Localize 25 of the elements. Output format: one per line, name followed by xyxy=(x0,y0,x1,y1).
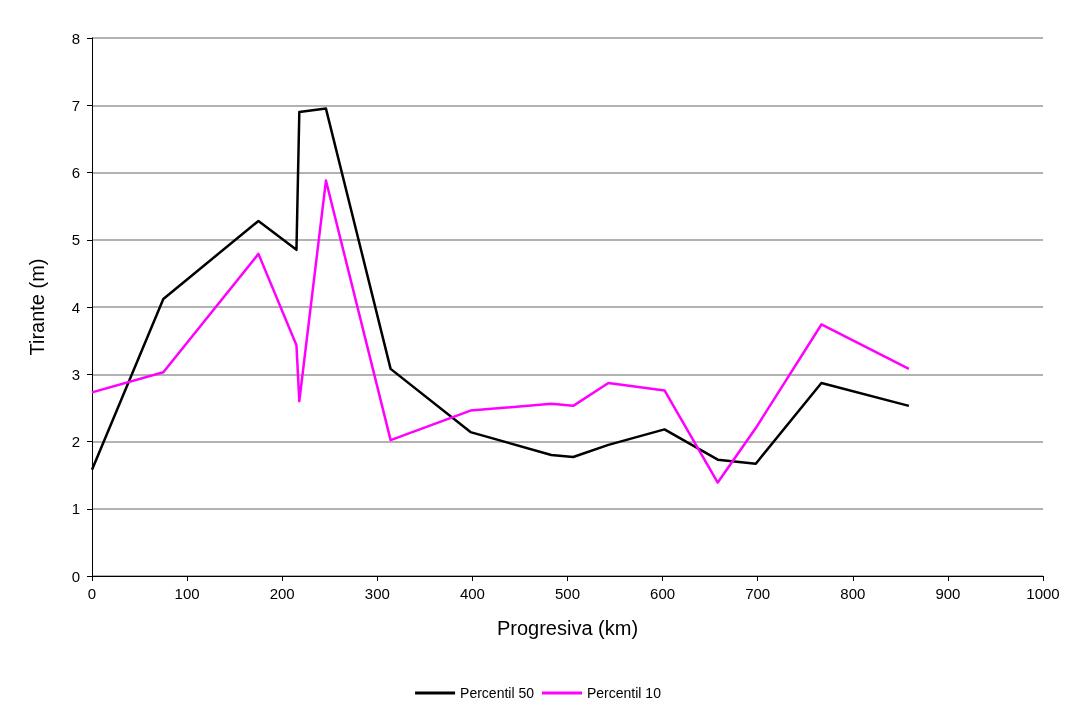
legend-label: Percentil 10 xyxy=(587,685,662,701)
y-tick-label: 2 xyxy=(71,433,80,450)
x-axis-title: Progresiva (km) xyxy=(496,617,639,639)
x-tick-label: 1000 xyxy=(1026,585,1060,602)
y-axis-title: Tirante (m) xyxy=(26,258,48,356)
y-tick-label: 8 xyxy=(71,29,80,47)
x-tick-label: 900 xyxy=(935,585,961,602)
x-tick-label: 300 xyxy=(364,585,390,602)
x-tick-label: 100 xyxy=(174,585,200,602)
x-tick-label: 500 xyxy=(554,585,581,602)
y-tick-label: 0 xyxy=(71,567,80,585)
x-tick-label: 400 xyxy=(459,585,485,602)
x-tick-label: 0 xyxy=(87,585,97,602)
y-tick-label: 6 xyxy=(71,164,80,181)
y-tick-label: 4 xyxy=(71,298,80,316)
legend-label: Percentil 50 xyxy=(460,685,535,701)
x-tick-label: 200 xyxy=(269,585,295,602)
y-tick-label: 7 xyxy=(71,96,80,114)
y-tick-label: 3 xyxy=(71,365,80,383)
line-series xyxy=(90,179,911,484)
x-tick-label: 700 xyxy=(745,585,771,602)
y-tick-label: 1 xyxy=(71,500,80,518)
x-tick-label: 800 xyxy=(840,585,866,602)
x-tick-label: 600 xyxy=(650,585,676,602)
y-tick-label: 5 xyxy=(71,231,80,249)
